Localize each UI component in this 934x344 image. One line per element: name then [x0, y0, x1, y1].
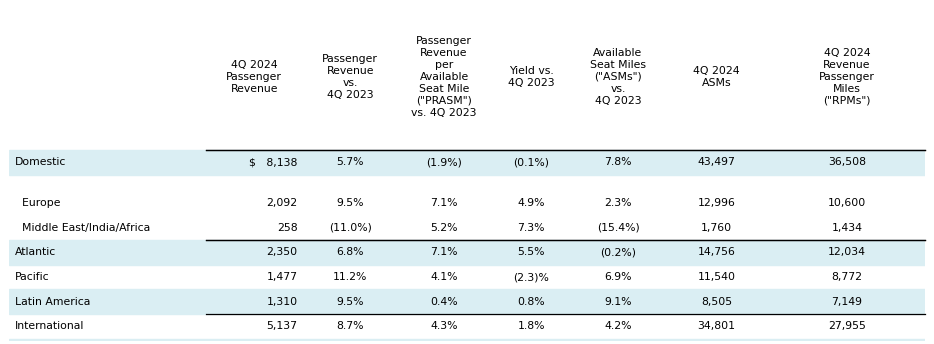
Text: Atlantic: Atlantic — [15, 247, 56, 257]
Text: 43,497: 43,497 — [698, 158, 735, 168]
Text: (15.4%): (15.4%) — [597, 223, 640, 233]
Text: 2,350: 2,350 — [266, 247, 298, 257]
Text: 9.5%: 9.5% — [336, 297, 364, 307]
Text: 4.1%: 4.1% — [431, 272, 458, 282]
Text: 2,092: 2,092 — [266, 198, 298, 208]
Text: 1.8%: 1.8% — [517, 321, 545, 331]
Text: Yield vs.
4Q 2023: Yield vs. 4Q 2023 — [508, 66, 555, 88]
Text: 12,034: 12,034 — [828, 247, 866, 257]
Text: 8.7%: 8.7% — [336, 321, 364, 331]
Text: 14,756: 14,756 — [698, 247, 735, 257]
Text: 5,137: 5,137 — [267, 321, 298, 331]
Text: 5.7%: 5.7% — [336, 158, 364, 168]
Text: 0.8%: 0.8% — [517, 297, 545, 307]
Text: 8,772: 8,772 — [831, 272, 862, 282]
Text: Europe: Europe — [15, 198, 61, 208]
Text: 7.1%: 7.1% — [431, 198, 458, 208]
Text: International: International — [15, 321, 84, 331]
Text: 258: 258 — [277, 223, 298, 233]
Text: 5.5%: 5.5% — [517, 247, 545, 257]
Text: Passenger
Revenue
vs.
4Q 2023: Passenger Revenue vs. 4Q 2023 — [322, 54, 378, 100]
Text: (0.1%): (0.1%) — [513, 158, 549, 168]
Text: 6.9%: 6.9% — [604, 272, 631, 282]
Text: 7,149: 7,149 — [831, 297, 862, 307]
Text: 12,996: 12,996 — [698, 198, 735, 208]
Text: Latin America: Latin America — [15, 297, 91, 307]
Bar — [9, 150, 925, 175]
Text: 5.2%: 5.2% — [431, 223, 458, 233]
Text: 34,801: 34,801 — [698, 321, 735, 331]
Text: 36,508: 36,508 — [828, 158, 866, 168]
Text: Pacific: Pacific — [15, 272, 50, 282]
Text: (2.3)%: (2.3)% — [513, 272, 549, 282]
Text: 7.1%: 7.1% — [431, 247, 458, 257]
Text: 4Q 2024
Revenue
Passenger
Miles
("RPMs"): 4Q 2024 Revenue Passenger Miles ("RPMs") — [819, 48, 875, 106]
Text: 0.4%: 0.4% — [431, 297, 458, 307]
Bar — [9, 338, 925, 344]
Text: 7.3%: 7.3% — [517, 223, 545, 233]
Text: 10,600: 10,600 — [828, 198, 866, 208]
Text: (0.2%): (0.2%) — [600, 247, 636, 257]
Text: Available
Seat Miles
("ASMs")
vs.
4Q 2023: Available Seat Miles ("ASMs") vs. 4Q 202… — [590, 48, 646, 106]
Text: $   8,138: $ 8,138 — [249, 158, 298, 168]
Text: 2.3%: 2.3% — [604, 198, 631, 208]
Text: 4.9%: 4.9% — [517, 198, 545, 208]
Text: 11,540: 11,540 — [698, 272, 735, 282]
Text: 7.8%: 7.8% — [604, 158, 631, 168]
Text: Passenger
Revenue
per
Available
Seat Mile
("PRASM")
vs. 4Q 2023: Passenger Revenue per Available Seat Mil… — [411, 36, 477, 118]
Bar — [9, 289, 925, 314]
Text: 1,760: 1,760 — [700, 223, 732, 233]
Text: 1,310: 1,310 — [266, 297, 298, 307]
Text: (11.0%): (11.0%) — [329, 223, 372, 233]
Text: (1.9%): (1.9%) — [426, 158, 462, 168]
Text: 8,505: 8,505 — [700, 297, 732, 307]
Text: 1,477: 1,477 — [267, 272, 298, 282]
Text: Middle East/India/Africa: Middle East/India/Africa — [15, 223, 150, 233]
Text: 6.8%: 6.8% — [336, 247, 364, 257]
Text: 4Q 2024
Passenger
Revenue: 4Q 2024 Passenger Revenue — [226, 60, 282, 94]
Text: Domestic: Domestic — [15, 158, 66, 168]
Text: 27,955: 27,955 — [828, 321, 866, 331]
Text: 4.3%: 4.3% — [431, 321, 458, 331]
Text: 1,434: 1,434 — [831, 223, 862, 233]
Bar — [9, 240, 925, 265]
Text: 4Q 2024
ASMs: 4Q 2024 ASMs — [693, 66, 740, 88]
Text: 4.2%: 4.2% — [604, 321, 631, 331]
Text: 9.5%: 9.5% — [336, 198, 364, 208]
Text: 11.2%: 11.2% — [333, 272, 367, 282]
Text: 9.1%: 9.1% — [604, 297, 631, 307]
